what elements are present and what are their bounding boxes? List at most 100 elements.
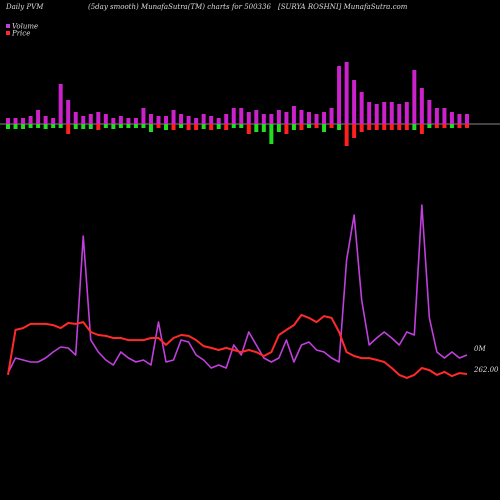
change-bar [457,124,462,128]
change-bar [103,124,108,128]
change-bar [58,124,63,128]
change-bar [28,124,33,128]
volume-bar [276,110,281,124]
change-bar [314,124,319,128]
volume-bar [465,114,469,124]
change-bar [397,124,402,130]
volume-bar [254,110,259,124]
volume-bar [412,70,417,124]
volume-bar [141,108,146,124]
volume-bar [21,118,26,124]
change-bar [442,124,447,128]
volume-bar [58,84,63,124]
change-bar [389,124,394,130]
volume-bar [73,112,78,124]
volume-bar [171,110,176,124]
change-bar [66,124,71,134]
volume-bar [457,114,462,124]
change-bar [337,124,342,130]
volume-bar [36,110,41,124]
change-bar [13,124,18,129]
change-bar [306,124,311,128]
change-bar [73,124,78,129]
volume-bar [13,118,18,124]
change-bar [382,124,387,130]
legend-label: Volume [12,23,38,31]
volume-bar [118,116,123,124]
change-bar [246,124,251,134]
series-line [7,204,468,374]
change-bar [118,124,123,128]
change-bar [141,124,146,128]
chart-title: Daily PVM [5,3,44,11]
change-bar [126,124,131,128]
change-bar [465,124,469,128]
volume-bar [96,112,101,124]
change-bar [449,124,454,128]
volume-bar [419,88,424,124]
volume-bar [374,104,379,124]
end-label: 0M [474,345,486,353]
volume-bar [216,118,221,124]
chart-subtitle: (5day smooth) MunafaSutra(TM) charts for… [88,3,271,11]
volume-bar [28,116,33,124]
change-bar [434,124,439,128]
change-bar [352,124,357,138]
change-bar [412,124,417,130]
volume-bar [111,118,116,124]
volume-bar [261,114,266,124]
change-bar [216,124,221,129]
change-bar [239,124,244,128]
volume-bar [382,102,387,124]
change-bar [276,124,281,132]
change-bar [164,124,169,130]
legend-label: Price [11,30,30,38]
volume-bar [389,102,394,124]
volume-bar [246,112,251,124]
volume-bar [269,114,274,124]
volume-bar [133,118,138,124]
change-bar [179,124,184,128]
chart-source: [SURYA ROSHNI] MunafaSutra.com [278,3,408,11]
change-bar [254,124,259,132]
series-line [7,313,468,379]
volume-bar [224,114,229,124]
volume-bar [284,112,289,124]
volume-bar [88,114,93,124]
change-bar [374,124,379,130]
volume-bar [442,108,447,124]
volume-bar [81,116,86,124]
volume-bar [299,110,304,124]
legend-swatch [6,24,10,28]
change-bar [359,124,364,132]
volume-bar [43,116,48,124]
change-bar [133,124,138,128]
volume-bar [209,116,214,124]
change-bar [111,124,116,129]
change-bar [367,124,372,130]
volume-bar [194,118,199,124]
change-bar [329,124,334,128]
change-bar [201,124,206,129]
end-label: 262.00 [473,366,499,374]
change-bar [344,124,349,146]
change-bar [261,124,266,132]
change-bar [419,124,424,134]
change-bar [231,124,236,128]
volume-bar [322,112,327,124]
change-bar [148,124,153,132]
volume-bar [404,102,409,124]
change-bar [6,124,10,129]
volume-bar [337,66,342,124]
change-bar [81,124,86,129]
volume-bar [434,108,439,124]
volume-bar [231,108,236,124]
volume-bar [66,100,71,124]
volume-bar [6,118,10,124]
volume-bar [306,112,311,124]
volume-bar [186,116,191,124]
volume-bar [329,108,334,124]
volume-bar [201,114,206,124]
